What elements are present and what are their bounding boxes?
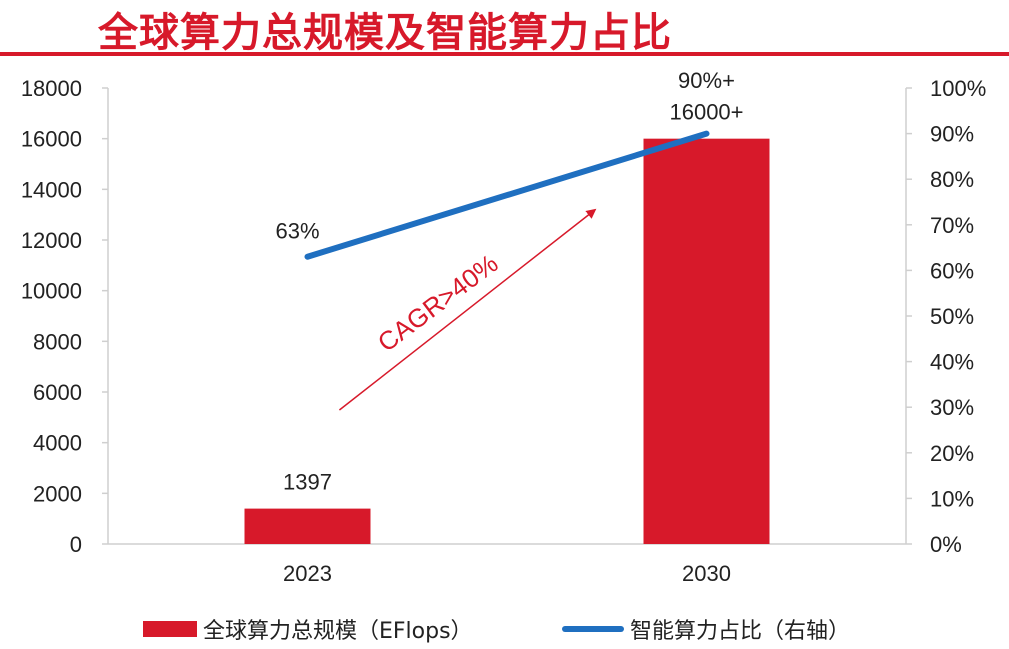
right-tick-label: 80%: [930, 167, 974, 192]
page-title: 全球算力总规模及智能算力占比: [98, 10, 672, 56]
right-tick-label: 40%: [930, 350, 974, 375]
cagr-arrow: [338, 208, 597, 411]
legend-item-bar: 全球算力总规模（EFlops）: [143, 612, 473, 646]
combo-chart: 0 2000 4000 6000 8000 10000 12000 14000 16000 180…: [21, 68, 986, 586]
legend-line-label: 智能算力占比（右轴）: [630, 619, 851, 644]
right-axis-ticks: 0% 10% 20% 30% 40% 50% 60% 70% 80% 90% 100%: [906, 76, 986, 557]
legend-bar-label: 全球算力总规模（EFlops）: [203, 619, 473, 644]
legend-line-swatch: [562, 626, 624, 632]
cagr-label: CAGR>40%: [372, 248, 504, 358]
left-tick-label: 0: [70, 532, 82, 557]
line-series: [304, 130, 710, 260]
legend-bar-swatch: [143, 621, 197, 637]
bar: [244, 508, 371, 544]
right-tick-label: 0%: [930, 532, 962, 557]
left-tick-label: 10000: [21, 279, 82, 304]
legend: 全球算力总规模（EFlops） 智能算力占比（右轴）: [0, 612, 1009, 646]
line-data-labels: 63% 90%+: [275, 68, 734, 244]
left-tick-label: 18000: [21, 76, 82, 101]
left-tick-label: 6000: [33, 380, 82, 405]
right-tick-label: 30%: [930, 395, 974, 420]
left-tick-label: 8000: [33, 329, 82, 354]
bar-series: [244, 138, 770, 544]
line-data-label: 90%+: [678, 68, 735, 93]
right-tick-label: 50%: [930, 304, 974, 329]
bar: [643, 138, 770, 544]
left-tick-label: 4000: [33, 431, 82, 456]
right-tick-label: 70%: [930, 213, 974, 238]
right-tick-label: 20%: [930, 441, 974, 466]
legend-item-line: 智能算力占比（右轴）: [562, 612, 850, 646]
right-tick-label: 100%: [930, 76, 986, 101]
bar-data-label: 1397: [283, 470, 332, 495]
title-divider: [0, 52, 1009, 56]
bar-data-label: 16000+: [669, 100, 743, 125]
bar-data-labels: 1397 16000+: [283, 100, 743, 495]
x-axis-ticks: 2023 2030: [283, 561, 731, 586]
x-tick-label: 2030: [682, 561, 731, 586]
right-tick-label: 10%: [930, 486, 974, 511]
left-axis-ticks: 0 2000 4000 6000 8000 10000 12000 14000 16000 180…: [21, 76, 108, 557]
line-path: [304, 130, 710, 260]
left-tick-label: 2000: [33, 481, 82, 506]
line-data-label: 63%: [275, 219, 319, 244]
left-tick-label: 12000: [21, 228, 82, 253]
x-tick-label: 2023: [283, 561, 332, 586]
line-point: [305, 254, 310, 260]
right-tick-label: 90%: [930, 122, 974, 147]
left-tick-label: 14000: [21, 177, 82, 202]
cagr-annotation: CAGR>40%: [338, 208, 597, 411]
right-tick-label: 60%: [930, 258, 974, 283]
left-tick-label: 16000: [21, 127, 82, 152]
line-point: [704, 131, 709, 137]
